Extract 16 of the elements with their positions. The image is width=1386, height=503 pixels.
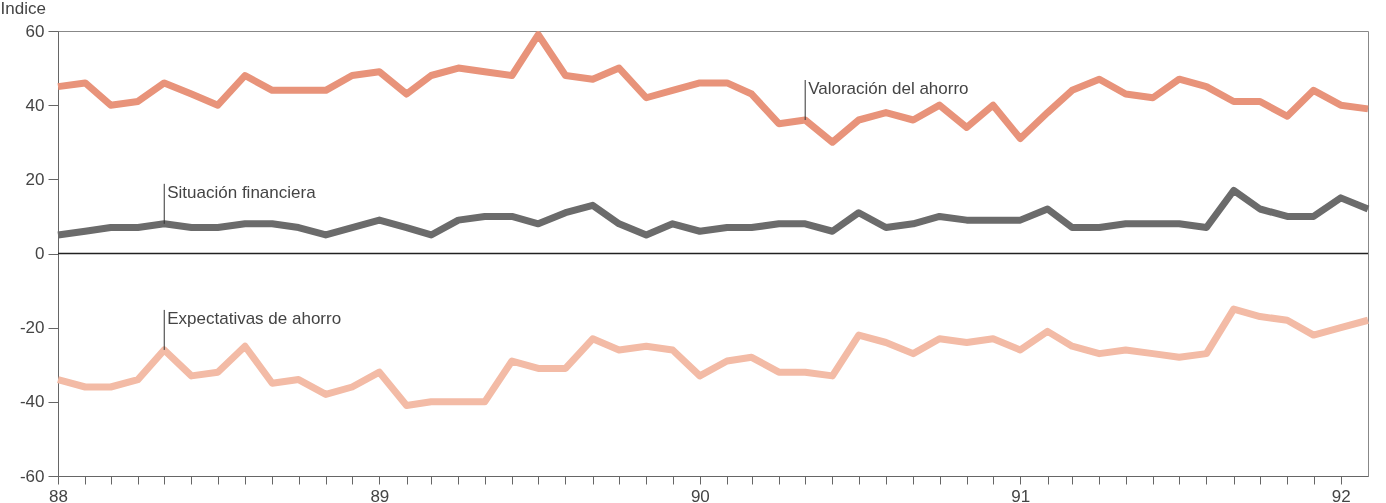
annotation: Valoración del ahorro	[808, 79, 969, 98]
y-tick-label: -20	[19, 318, 45, 338]
x-tick-label: 92	[1331, 486, 1351, 503]
y-tick-label: -60	[19, 466, 45, 486]
annotation: Situación financiera	[167, 182, 317, 202]
y-tick-label: 0	[35, 244, 45, 263]
y-axis-title: Indice	[0, 0, 46, 18]
y-tick-label: -40	[19, 392, 45, 412]
x-tick-label: 90	[690, 486, 710, 503]
y-tick-label: 20	[25, 169, 45, 189]
y-tick-label: 40	[25, 95, 45, 115]
x-tick-label: 89	[370, 486, 390, 503]
annotation: Expectativas de ahorro	[167, 308, 342, 328]
x-tick-label: 88	[49, 486, 68, 503]
x-tick-label: 91	[1011, 486, 1031, 503]
y-tick-label: 60	[25, 21, 45, 41]
